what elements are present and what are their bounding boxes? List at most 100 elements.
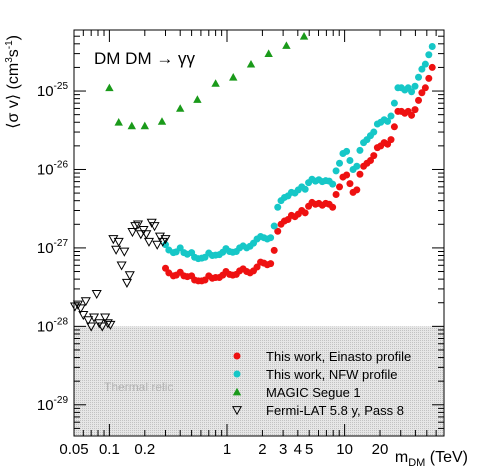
legend-item: This work, NFW profile — [233, 367, 397, 382]
x-axis-title-main: m — [395, 449, 408, 466]
x-tick-label: 0.05 — [59, 441, 88, 458]
y-axis-ticks — [74, 35, 444, 437]
data-point — [75, 304, 86, 314]
data-point — [141, 230, 152, 240]
x-tick-label: 0.1 — [99, 441, 120, 458]
data-point — [384, 117, 392, 125]
series-nfw — [162, 42, 436, 263]
data-point — [111, 245, 122, 255]
y-axis-title: ⟨σ v⟩ (cm3s-1) — [4, 35, 22, 129]
data-point — [86, 322, 97, 332]
data-point — [301, 185, 309, 193]
x-tick-label: 5 — [305, 441, 313, 458]
legend-label: This work, NFW profile — [266, 367, 397, 382]
data-point — [246, 59, 256, 68]
data-point — [124, 271, 135, 281]
data-point — [301, 209, 309, 217]
x-tick-label: 0.2 — [134, 441, 155, 458]
data-point — [105, 320, 116, 330]
data-point — [425, 74, 433, 82]
data-point — [119, 247, 130, 257]
data-point — [415, 73, 423, 81]
data-point — [132, 220, 144, 230]
thermal-relic-band — [74, 326, 444, 436]
data-point — [102, 319, 113, 329]
data-point — [160, 235, 171, 245]
legend-marker — [233, 352, 241, 360]
x-axis-title: mDM (TeV) — [395, 449, 468, 469]
data-point — [343, 147, 351, 155]
data-point — [387, 136, 395, 144]
data-point — [105, 83, 114, 92]
data-point — [270, 246, 278, 254]
data-point — [329, 203, 337, 211]
series-magic-segue-1 — [105, 32, 309, 130]
data-point — [370, 152, 378, 160]
data-point — [152, 240, 163, 250]
data-point — [127, 121, 136, 130]
data-point — [149, 222, 160, 232]
x-tick-label: 20 — [372, 441, 389, 458]
data-point — [408, 111, 416, 119]
data-point — [356, 146, 364, 154]
data-point — [97, 322, 108, 332]
data-point — [428, 63, 436, 71]
y-tick-label: 10-29 — [37, 395, 69, 414]
x-axis-tick-labels: 0.05 0.1 0.2 1 2 3 4 5 10 20 — [59, 441, 388, 458]
y-axis-title-pre: ⟨σ v⟩ (cm — [5, 63, 22, 129]
x-tick-label: 3 — [279, 441, 287, 458]
data-point — [143, 237, 155, 247]
chart-annotation: DM DM → γγ — [94, 49, 196, 68]
legend-marker — [233, 370, 241, 378]
data-point — [176, 244, 184, 252]
data-point — [114, 118, 123, 126]
data-point — [415, 96, 423, 104]
data-point — [274, 203, 282, 211]
y-tick-label: 10-27 — [37, 238, 69, 257]
data-point — [264, 49, 273, 57]
data-point — [253, 263, 261, 271]
data-point — [346, 157, 354, 165]
x-axis-ticks — [73, 30, 445, 436]
series-fermi-lat — [69, 218, 171, 332]
y-tick-label: 10-25 — [37, 81, 69, 100]
legend-item: MAGIC Segue 1 — [232, 385, 361, 400]
data-point — [100, 313, 111, 323]
legend-item: Fermi-LAT 5.8 y, Pass 8 — [231, 403, 404, 418]
data-point — [80, 297, 91, 307]
data-point — [425, 51, 433, 59]
data-point — [353, 186, 361, 194]
data-point — [270, 222, 278, 230]
data-point — [113, 237, 124, 247]
x-axis-title-sub: DM — [408, 457, 425, 469]
data-point — [176, 104, 185, 112]
x-tick-label: 1 — [223, 441, 231, 458]
data-point — [411, 106, 419, 114]
data-point — [88, 313, 100, 323]
series-einasto — [162, 63, 436, 285]
data-point — [116, 261, 127, 271]
y-axis-title-mid: s — [5, 49, 22, 57]
data-point — [390, 99, 398, 107]
data-point — [329, 180, 337, 188]
data-point — [267, 260, 275, 268]
data-point — [78, 311, 89, 321]
legend-label: Fermi-LAT 5.8 y, Pass 8 — [266, 403, 404, 418]
data-point — [421, 60, 429, 68]
thermal-relic-fill — [74, 326, 444, 436]
legend: This work, Einasto profile This work, NFW… — [231, 349, 411, 418]
data-point — [299, 32, 309, 40]
y-axis-title-sup2: -1 — [4, 40, 15, 49]
data-point — [428, 42, 436, 50]
data-point — [418, 65, 426, 73]
data-point — [229, 73, 238, 81]
data-point — [157, 117, 167, 125]
x-tick-label: 10 — [336, 441, 353, 458]
y-tick-label: 10-26 — [37, 159, 69, 178]
y-axis-title-sup1: 3 — [4, 57, 15, 63]
data-point — [421, 84, 429, 92]
data-point — [135, 230, 146, 240]
x-tick-label: 2 — [258, 441, 266, 458]
legend-label: MAGIC Segue 1 — [266, 385, 361, 400]
